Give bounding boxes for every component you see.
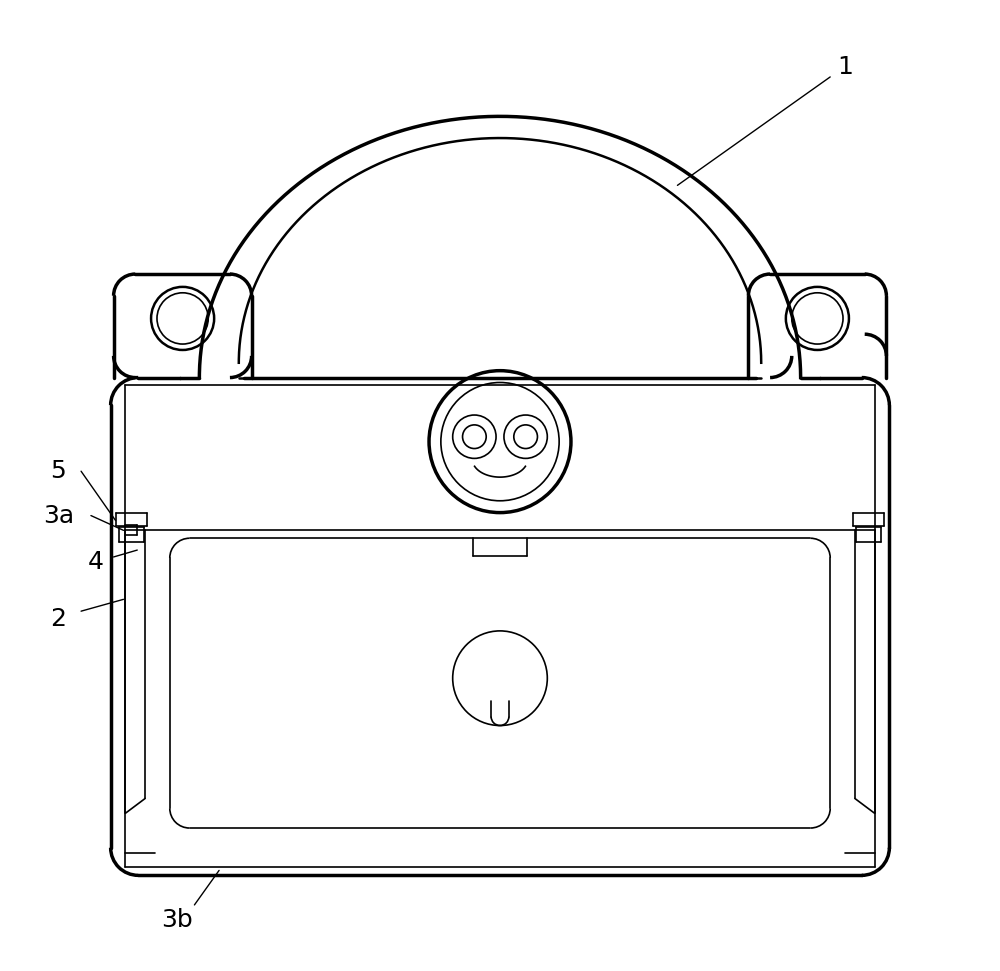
Text: 3b: 3b [161, 908, 193, 932]
Text: 5: 5 [51, 459, 66, 484]
Text: 2: 2 [50, 607, 66, 631]
Text: 4: 4 [88, 550, 104, 574]
Text: 1: 1 [837, 55, 853, 79]
Text: 3a: 3a [43, 504, 74, 527]
